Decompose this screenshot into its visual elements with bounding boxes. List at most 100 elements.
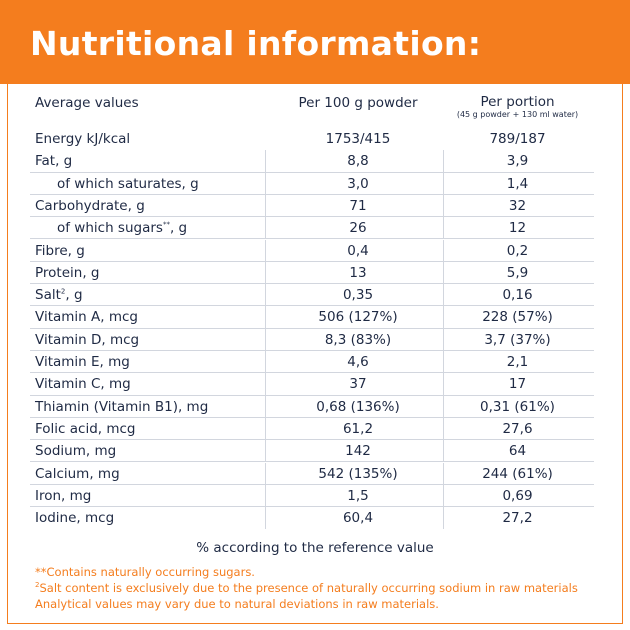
nutrient-name: Fat, g [35,153,73,170]
table-row: Iodine, mcg 60,4 27,2 [30,507,594,530]
column-divider [443,217,444,239]
value-per-portion: 27,6 [502,420,533,437]
value-per-portion: 228 (57%) [482,309,553,326]
value-per-100g: 37 [349,376,367,393]
nutrient-label: Vitamin C, mg [35,376,131,392]
column-header-average-values: Average values [35,95,139,111]
column-divider [443,261,444,284]
column-divider [265,261,266,284]
column-divider [265,440,266,462]
nutrient-name: Vitamin A, mcg [35,309,138,326]
value-per-100g: 0,4 [347,242,369,259]
column-divider [443,440,444,462]
nutrient-name: Salt [35,287,61,304]
value-per-portion: 3,7 (37%) [484,331,551,348]
value-per-100g: 1753/415 [325,131,391,147]
nutrient-label: Carbohydrate, g [35,198,145,214]
column-divider [265,328,266,350]
table-row: Folic acid, mcg 61,2 27,6 [30,417,594,441]
nutrient-label: Vitamin D, mcg [35,332,139,348]
value-per-portion: 2,1 [506,354,529,370]
nutrient-name: Vitamin C, mg [35,376,131,393]
table-row: Thiamin (Vitamin B1), mg 0,68 (136%) 0,31 … [30,395,594,418]
nutrient-label: Calcium, mg [35,466,120,482]
nutrient-name: Iron, mg [35,487,92,504]
column-divider [443,239,444,261]
value-per-100g: 4,6 [347,354,369,370]
column-divider [265,373,266,395]
nutrient-name: Thiamin (Vitamin B1), mg [35,398,209,415]
nutrient-label: Thiamin (Vitamin B1), mg [35,399,208,415]
table-row: Iron, mg 1,5 0,69 [30,484,594,508]
nutrient-label: of which sugars**, g [57,220,187,236]
column-divider [265,239,266,261]
nutrient-label: Vitamin E, mg [35,354,130,370]
table-frame [7,84,623,624]
title-banner: Nutritional information: [0,0,630,84]
table-row: Protein, g 13 5,9 [30,261,594,285]
column-divider [443,373,444,395]
column-divider [443,351,444,373]
value-per-100g: 0,35 [342,287,374,304]
column-divider [443,150,444,172]
value-per-portion: 0,16 [502,287,533,304]
value-per-100g: 61,2 [342,420,374,437]
nutrient-name: Folic acid, mcg [35,420,136,437]
value-per-portion: 0,31 (61%) [480,398,555,415]
value-per-100g: 1,5 [347,487,369,504]
value-per-100g: 8,8 [347,153,369,170]
value-per-portion: 32 [508,197,527,214]
value-per-100g: 3,0 [347,175,369,192]
nutrient-label: Iron, mg [35,488,91,504]
table-row: Fibre, g 0,4 0,2 [30,239,594,262]
column-divider [443,172,444,194]
value-per-portion: 244 (61%) [482,465,553,482]
column-divider [265,172,266,194]
table-row: Energy kJ/kcal 1753/415 789/187 [30,128,594,150]
value-per-portion: 0,2 [506,242,529,259]
reference-note: % according to the reference value [196,540,434,556]
table-row: Vitamin E, mg 4,6 2,1 [30,351,594,374]
column-divider [443,395,444,417]
nutrient-unit: , g [65,287,83,304]
nutrient-label: Vitamin A, mcg [35,309,138,325]
nutrient-label: Salt2, g [35,287,83,303]
table-row: Sodium, mg 142 64 [30,440,594,463]
table-row: of which sugars**, g 26 12 [30,217,594,240]
value-per-portion: 789/187 [489,131,546,147]
footnote-salt: 2Salt content is exclusively due to the … [35,581,578,595]
table-row: Salt2, g 0,35 0,16 [30,284,594,307]
value-per-100g: 542 (135%) [318,465,398,482]
value-per-portion: 12 [508,220,527,237]
footnote-analytical: Analytical values may vary due to natura… [35,597,439,611]
table-row: of which saturates, g 3,0 1,4 [30,172,594,195]
value-per-portion: 1,4 [506,175,529,192]
value-per-100g: 8,3 (83%) [324,331,392,348]
column-divider [443,462,444,484]
table-row: Calcium, mg 542 (135%) 244 (61%) [30,462,594,485]
value-per-portion: 27,2 [502,510,533,527]
nutrient-unit: , g [169,220,188,237]
per-portion-label: Per portion [480,94,555,110]
value-per-100g: 506 (127%) [318,309,398,326]
column-divider [265,351,266,373]
nutrient-label: Protein, g [35,265,99,281]
column-divider [265,484,266,507]
nutrient-name: Calcium, mg [35,465,120,482]
column-divider [265,194,266,217]
nutrient-label: Fat, g [35,153,72,169]
footnote-salt-text: Salt content is exclusively due to the p… [39,581,578,595]
column-divider [443,306,444,328]
column-divider [265,395,266,417]
nutrient-name: Carbohydrate, g [35,197,145,214]
table-row: Carbohydrate, g 71 32 [30,194,594,218]
column-divider [443,417,444,440]
footnote-salt-mark: 2 [35,581,40,590]
table-row: Vitamin D, mcg 8,3 (83%) 3,7 (37%) [30,328,594,351]
column-divider [265,417,266,440]
nutrient-name: Vitamin D, mcg [35,331,140,348]
column-divider [265,306,266,328]
column-divider [443,328,444,350]
footnote-sugars: **Contains naturally occurring sugars. [35,565,255,579]
column-divider [443,507,444,530]
